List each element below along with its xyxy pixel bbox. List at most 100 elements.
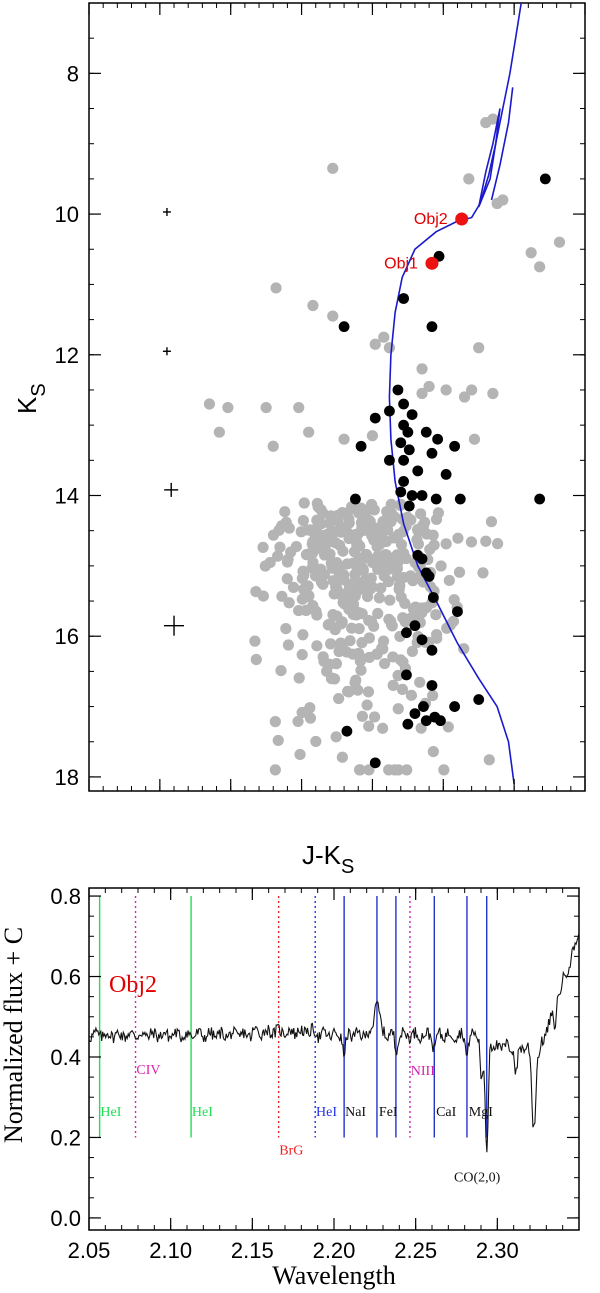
spectrum-tick-labels: 2.05 2.10 2.15 2.20 2.25 2.30 0.0 0.2 0.4 0.6 0.8 bbox=[50, 884, 518, 1263]
field-star-point bbox=[343, 513, 355, 525]
field-star-point bbox=[427, 689, 439, 702]
cmd-tick-labels: -0.50.00.51.01.52.02.53.081012141618 bbox=[55, 61, 79, 790]
field-star-point bbox=[385, 507, 397, 519]
spectrum-xlabel: Wavelength bbox=[272, 1261, 396, 1290]
x-tick-label: 2.15 bbox=[231, 1238, 274, 1263]
field-star-point bbox=[337, 545, 349, 557]
field-star-point bbox=[249, 635, 261, 647]
field-star-point bbox=[213, 426, 225, 438]
field-star-point bbox=[281, 556, 294, 568]
field-star-point bbox=[423, 380, 435, 393]
isochrone-group bbox=[388, 2, 522, 785]
highlight-point-obj2 bbox=[455, 212, 469, 226]
field-star-point bbox=[412, 538, 425, 550]
x-tick-label: 2.05 bbox=[68, 1238, 111, 1263]
field-star-point bbox=[353, 764, 366, 776]
field-star-point bbox=[396, 683, 408, 695]
field-star-point bbox=[315, 563, 327, 575]
field-star-point bbox=[360, 504, 372, 516]
field-star-point bbox=[325, 535, 337, 547]
field-star-point bbox=[417, 602, 429, 614]
field-star-point bbox=[534, 261, 546, 273]
field-star-point bbox=[357, 562, 369, 575]
highlight-point-obj1 bbox=[425, 256, 439, 270]
x-tick-label: 2.10 bbox=[149, 1238, 192, 1263]
member-star-point bbox=[416, 553, 428, 565]
field-star-point bbox=[485, 516, 498, 528]
member-star-point bbox=[412, 465, 424, 477]
field-star-point bbox=[272, 550, 284, 562]
field-star-point bbox=[352, 606, 365, 619]
field-star-point bbox=[269, 764, 281, 776]
y-tick-label: 10 bbox=[55, 202, 79, 227]
field-star-point bbox=[438, 764, 450, 776]
spectrum-ylabel: Normalized flux + C bbox=[0, 927, 28, 1143]
field-star-point bbox=[458, 643, 470, 655]
field-star-point bbox=[385, 618, 398, 630]
member-star-point bbox=[395, 437, 407, 449]
field-star-point bbox=[290, 540, 302, 553]
field-star-point bbox=[336, 751, 348, 763]
member-star-point bbox=[416, 490, 428, 501]
x-tick-label: 2.20 bbox=[313, 1238, 356, 1263]
field-star-point bbox=[297, 629, 309, 641]
field-star-point bbox=[417, 520, 429, 532]
member-star-point bbox=[402, 718, 414, 730]
field-star-point bbox=[372, 607, 384, 620]
cmd-axis-ticks bbox=[88, 3, 586, 791]
field-star-point bbox=[443, 574, 455, 587]
field-star-point bbox=[298, 497, 310, 509]
line-labels: HeI CIV HeI BrG HeI NaI FeI NIII CaI MgI CO(2,0) bbox=[100, 1063, 500, 1186]
field-star-point bbox=[259, 560, 271, 572]
field-star-point bbox=[435, 560, 447, 572]
field-star-point bbox=[368, 711, 381, 723]
field-star-point bbox=[368, 504, 380, 516]
field-star-point bbox=[387, 679, 399, 691]
field-star-point bbox=[364, 515, 376, 527]
field-star-point bbox=[257, 590, 269, 602]
field-star-point bbox=[294, 748, 306, 761]
y-tick-label: 14 bbox=[55, 484, 79, 509]
line-label-cai: CaI bbox=[436, 1105, 457, 1120]
field-star-point bbox=[203, 398, 216, 410]
member-star-point bbox=[398, 454, 410, 466]
spectrum-line-group bbox=[88, 932, 580, 1153]
field-star-point bbox=[272, 734, 284, 747]
field-star-point bbox=[283, 597, 295, 609]
x-tick-label: 2.30 bbox=[476, 1238, 519, 1263]
field-stars bbox=[203, 113, 566, 776]
field-star-point bbox=[293, 401, 305, 414]
field-star-point bbox=[307, 556, 319, 569]
member-star-point bbox=[432, 433, 444, 445]
field-star-point bbox=[525, 247, 537, 259]
field-star-point bbox=[292, 715, 304, 728]
field-star-point bbox=[373, 592, 385, 604]
field-star-point bbox=[375, 582, 387, 594]
field-star-point bbox=[385, 498, 397, 510]
member-star-point bbox=[409, 620, 421, 632]
field-star-point bbox=[356, 710, 369, 722]
field-star-point bbox=[293, 672, 305, 684]
member-star-point bbox=[426, 644, 438, 656]
field-star-point bbox=[361, 699, 373, 711]
field-star-point bbox=[355, 664, 367, 676]
field-star-point bbox=[327, 310, 339, 322]
field-star-point bbox=[442, 721, 454, 733]
field-star-point bbox=[415, 508, 427, 520]
field-star-point bbox=[295, 526, 307, 538]
field-star-point bbox=[371, 648, 383, 660]
field-star-point bbox=[312, 501, 324, 513]
field-star-point bbox=[353, 540, 365, 552]
field-star-point bbox=[363, 720, 375, 732]
field-star-point bbox=[303, 426, 315, 438]
field-star-point bbox=[338, 433, 350, 445]
field-star-point bbox=[369, 338, 381, 350]
field-star-point bbox=[306, 538, 318, 550]
field-star-point bbox=[427, 745, 439, 758]
field-star-point bbox=[405, 689, 418, 701]
field-star-point bbox=[281, 573, 293, 585]
member-star-point bbox=[440, 468, 452, 480]
field-star-point bbox=[430, 513, 443, 525]
field-star-point bbox=[363, 632, 375, 644]
spectrum-axis-ticks bbox=[88, 888, 580, 1230]
